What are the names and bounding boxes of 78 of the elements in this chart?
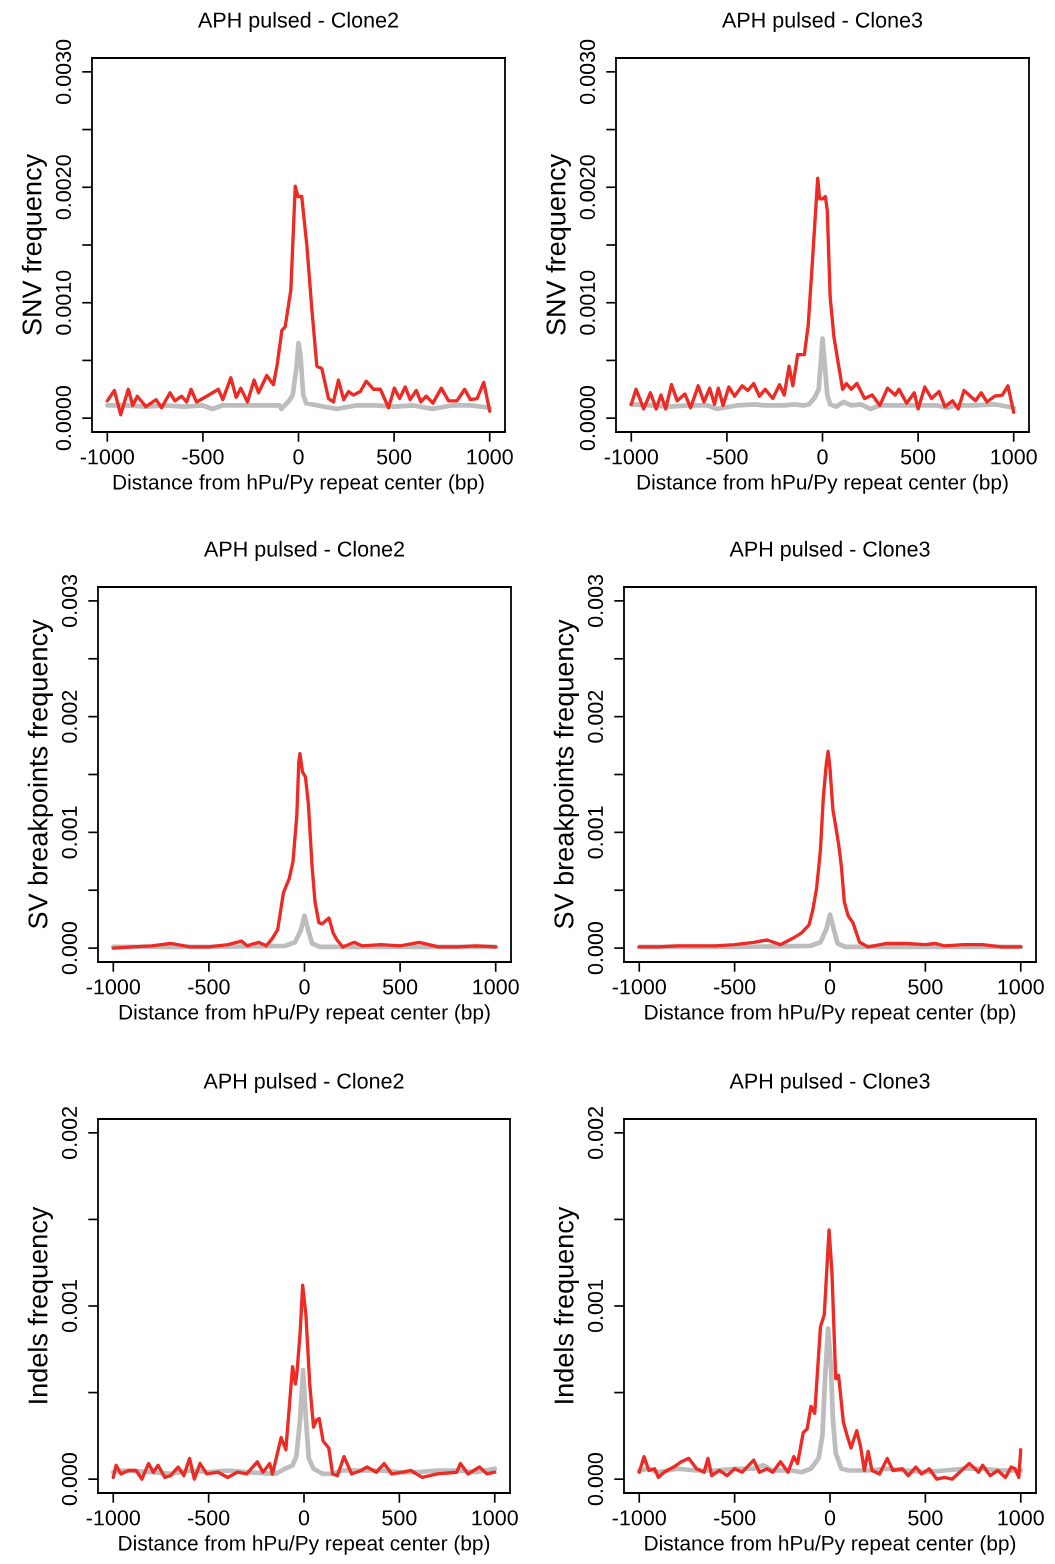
y-axis-title: Indels frequency xyxy=(27,1206,53,1403)
y-axis-title: SV breakpoints frequency xyxy=(553,619,579,929)
y-tick-label: 0.0030 xyxy=(579,39,596,104)
y-tick-label: 0.0000 xyxy=(55,386,72,451)
x-tick-label: 0 xyxy=(817,449,828,465)
y-tick-label: 0.0010 xyxy=(579,270,596,335)
x-tick-label: 500 xyxy=(908,1510,943,1526)
x-tick-label: -1000 xyxy=(86,979,140,995)
x-tick-label: 0 xyxy=(824,1510,836,1526)
y-tick-label: 0.001 xyxy=(61,1280,78,1333)
y-tick-label: 0.0010 xyxy=(55,270,72,335)
y-tick-label: 0.000 xyxy=(61,1453,78,1506)
x-tick-label: -1000 xyxy=(80,449,134,465)
chart-title: APH pulsed - Clone2 xyxy=(198,11,398,32)
y-tick-label: 0.002 xyxy=(587,690,604,743)
y-tick-label: 0.002 xyxy=(61,690,78,743)
chart-title: APH pulsed - Clone3 xyxy=(729,1072,930,1093)
line-series xyxy=(629,176,1016,415)
x-axis-title: Distance from hPu/Py repeat center (bp) xyxy=(113,474,484,494)
x-tick-label: -1000 xyxy=(612,979,666,995)
y-tick-label: 0.000 xyxy=(587,1453,604,1506)
x-axis-title: Distance from hPu/Py repeat center (bp) xyxy=(645,1535,1016,1555)
x-tick-label: 0 xyxy=(298,1510,310,1526)
y-tick-label: 0.001 xyxy=(587,806,604,859)
line-series xyxy=(104,340,493,412)
x-tick-label: 500 xyxy=(377,449,412,465)
x-tick-label: 500 xyxy=(382,1510,417,1526)
y-tick-label: 0.0000 xyxy=(579,386,596,451)
x-tick-label: 1000 xyxy=(991,449,1037,465)
x-tick-label: 1000 xyxy=(467,449,513,465)
x-tick-label: 1000 xyxy=(472,1510,518,1526)
y-tick-label: 0.000 xyxy=(61,922,78,975)
y-tick-label: 0.003 xyxy=(587,574,604,627)
chart-title: APH pulsed - Clone3 xyxy=(722,11,923,32)
x-tick-label: 1000 xyxy=(473,979,519,995)
line-series xyxy=(105,184,492,417)
x-axis-title: Distance from hPu/Py repeat center (bp) xyxy=(119,1004,490,1024)
y-tick-label: 0.001 xyxy=(587,1280,604,1333)
x-tick-label: -500 xyxy=(714,979,756,995)
x-tick-label: -500 xyxy=(182,449,224,465)
y-tick-label: 0.0030 xyxy=(55,39,72,104)
x-tick-label: -500 xyxy=(188,979,230,995)
y-axis-title: SNV frequency xyxy=(545,153,571,335)
y-tick-label: 0.002 xyxy=(587,1106,604,1159)
y-tick-label: 0.002 xyxy=(61,1106,78,1159)
chart-title: APH pulsed - Clone2 xyxy=(203,1072,404,1093)
x-tick-label: 500 xyxy=(383,979,418,995)
x-tick-label: -1000 xyxy=(86,1510,140,1526)
y-axis-title: SV breakpoints frequency xyxy=(27,619,53,929)
x-tick-label: 0 xyxy=(299,979,310,995)
y-tick-label: 0.003 xyxy=(61,574,78,627)
x-tick-label: -500 xyxy=(714,1510,756,1526)
x-tick-label: 1000 xyxy=(998,1510,1044,1526)
x-axis-title: Distance from hPu/Py repeat center (bp) xyxy=(119,1535,490,1555)
x-tick-label: 0 xyxy=(824,979,836,995)
x-tick-label: 0 xyxy=(293,449,304,465)
line-series xyxy=(637,1228,1023,1481)
chart-title: APH pulsed - Clone3 xyxy=(729,540,930,561)
x-tick-label: 1000 xyxy=(998,979,1044,995)
x-tick-label: -1000 xyxy=(612,1510,666,1526)
x-tick-label: 500 xyxy=(908,979,943,995)
line-series xyxy=(628,336,1017,412)
y-tick-label: 0.001 xyxy=(61,806,78,859)
y-axis-title: SNV frequency xyxy=(21,153,47,335)
x-tick-label: -500 xyxy=(706,449,748,465)
x-tick-label: 500 xyxy=(901,449,936,465)
x-axis-title: Distance from hPu/Py repeat center (bp) xyxy=(637,474,1008,494)
y-tick-label: 0.0020 xyxy=(579,155,596,220)
x-tick-label: -1000 xyxy=(604,449,658,465)
line-series xyxy=(637,749,1023,949)
y-tick-label: 0.000 xyxy=(587,922,604,975)
y-tick-label: 0.0020 xyxy=(55,155,72,220)
line-series xyxy=(111,1283,497,1481)
chart-title: APH pulsed - Clone2 xyxy=(204,540,404,561)
x-axis-title: Distance from hPu/Py repeat center (bp) xyxy=(645,1004,1016,1024)
y-axis-title: Indels frequency xyxy=(553,1206,579,1403)
line-series xyxy=(111,752,498,950)
x-tick-label: -500 xyxy=(188,1510,230,1526)
